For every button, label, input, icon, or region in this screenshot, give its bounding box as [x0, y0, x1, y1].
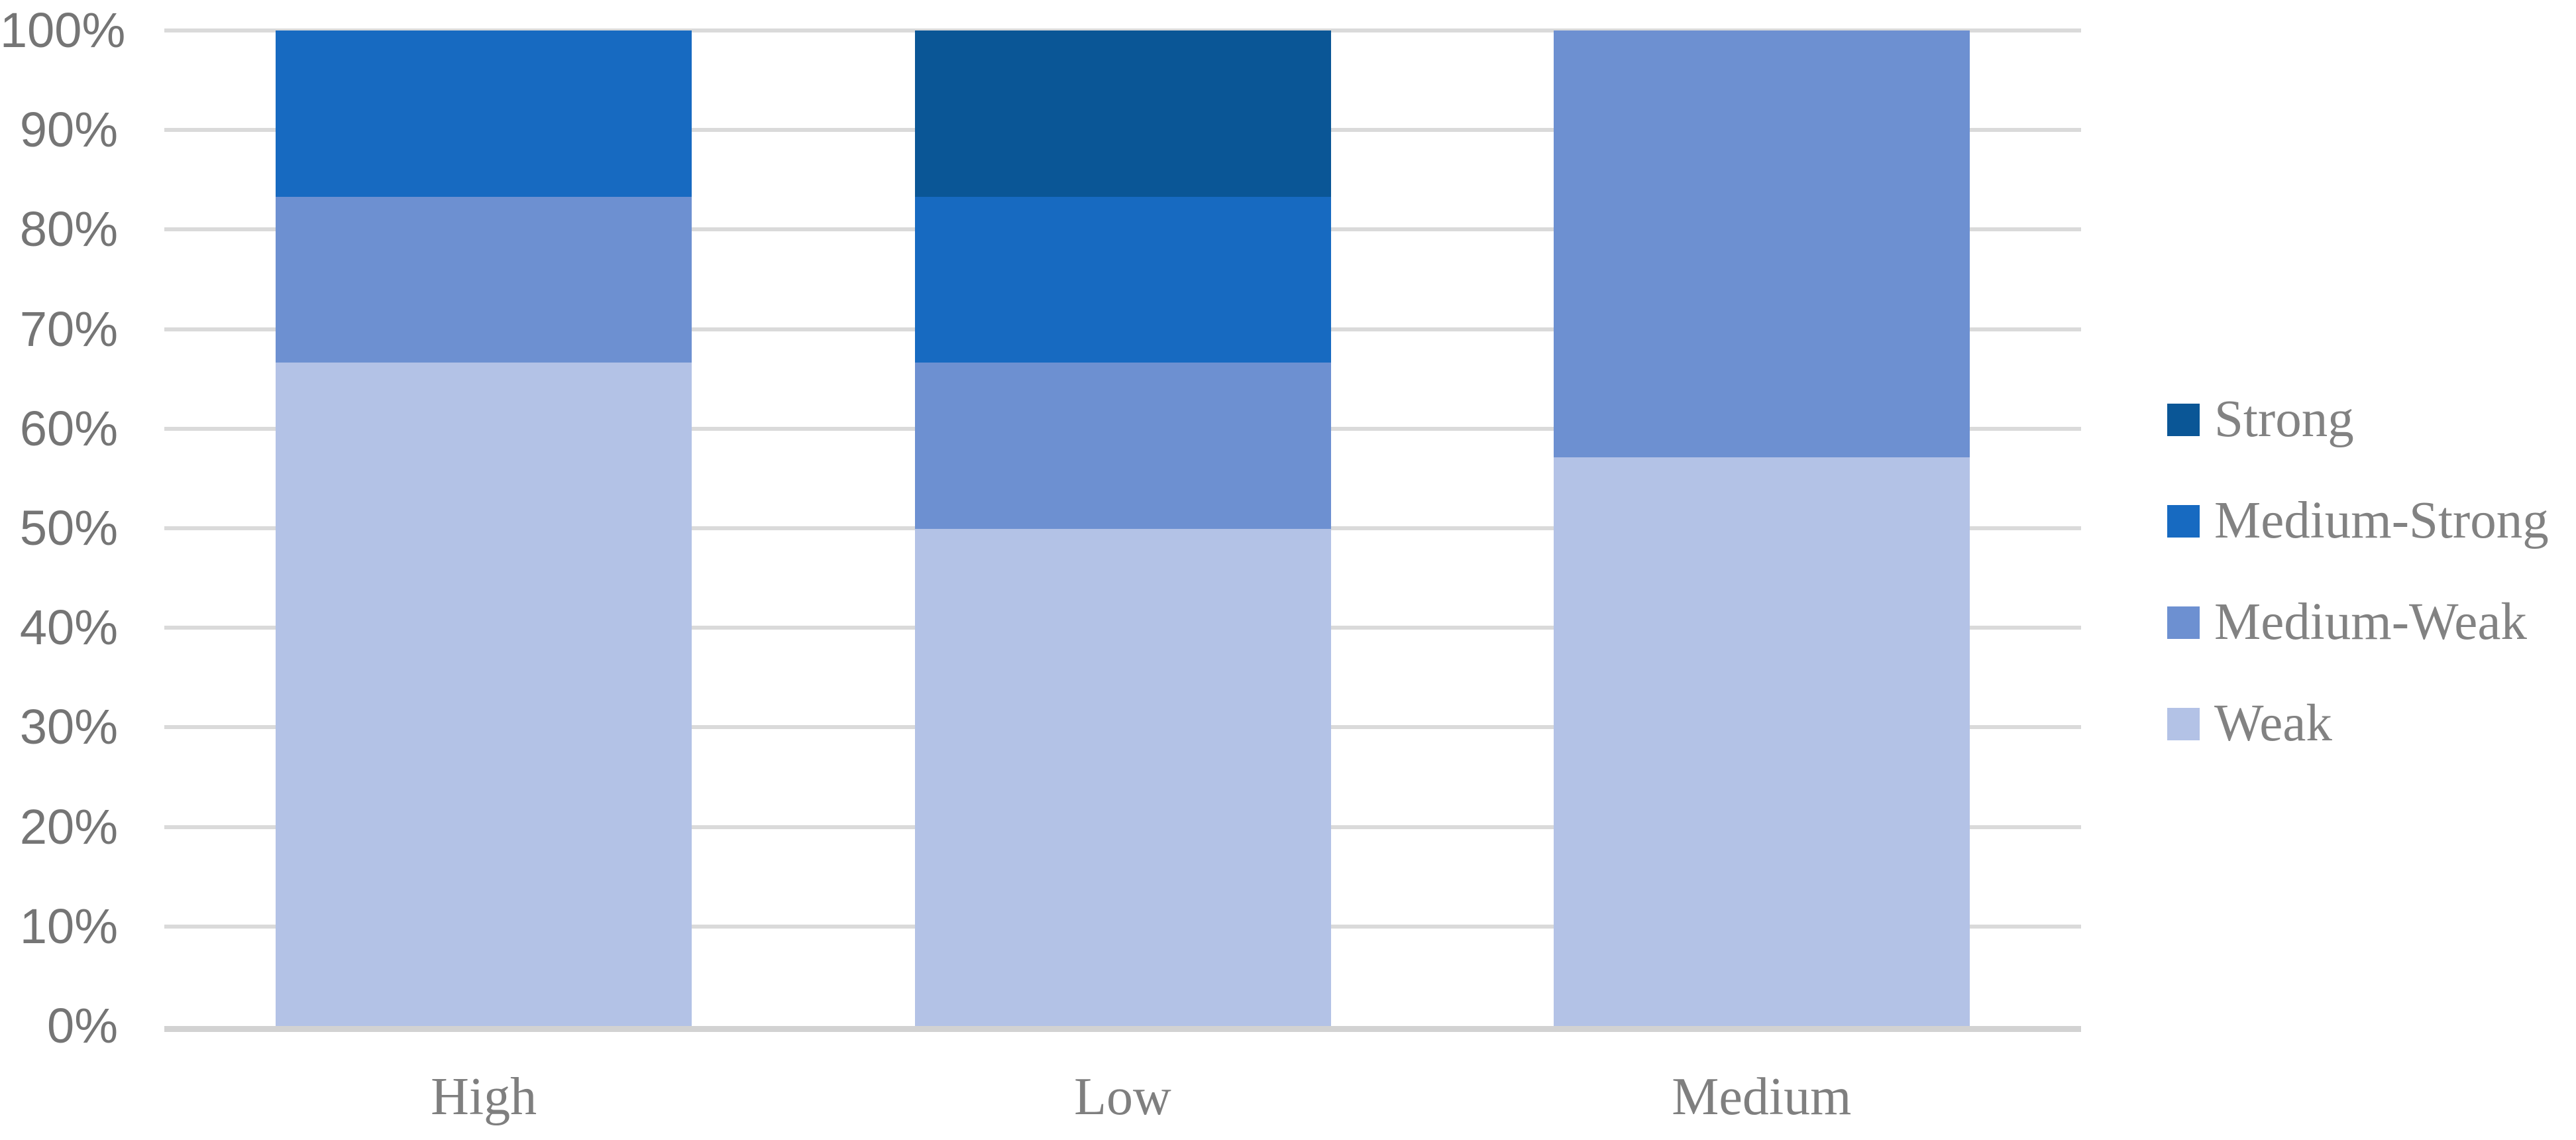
legend: Strong Medium-Strong Medium-Weak Weak [2167, 386, 2549, 757]
legend-item-weak: Weak [2167, 691, 2549, 757]
y-tick-label: 30% [19, 699, 118, 755]
x-category-label-low: Low [1074, 1068, 1171, 1126]
x-axis-line [164, 1026, 2081, 1032]
bar-segment-weak-low [914, 528, 1331, 1026]
y-tick-label: 60% [19, 400, 118, 456]
y-tick-label: 90% [19, 102, 118, 158]
legend-key-swatch-weak [2167, 707, 2200, 740]
y-tick-label: 50% [19, 500, 118, 555]
legend-item-medium-strong: Medium-Strong [2167, 488, 2549, 554]
bar-segment-strong-low [914, 30, 1331, 197]
bar-segment-medium-weak-medium [1553, 30, 1970, 458]
bar-low [914, 30, 1331, 1026]
y-tick-label: 0% [47, 998, 118, 1053]
bar-medium [1553, 30, 1970, 1026]
y-tick-label: 40% [19, 600, 118, 656]
x-category-label-medium: Medium [1672, 1068, 1852, 1126]
y-tick-label: 100% [0, 3, 126, 58]
y-tick-label: 70% [19, 301, 118, 357]
legend-label: Medium-Strong [2214, 492, 2549, 549]
legend-key-swatch-medium-weak [2167, 606, 2200, 639]
legend-key-swatch-medium-strong [2167, 504, 2200, 538]
bar-segment-medium-weak-low [914, 363, 1331, 529]
bar-segment-weak-high [276, 363, 692, 1026]
legend-item-medium-weak: Medium-Weak [2167, 589, 2549, 656]
y-tick-label: 80% [19, 201, 118, 257]
bar-segment-medium-strong-low [914, 196, 1331, 363]
y-tick-label: 10% [19, 898, 118, 954]
legend-item-strong: Strong [2167, 386, 2549, 453]
bar-segment-weak-medium [1553, 457, 1970, 1026]
legend-label: Strong [2214, 390, 2354, 448]
y-tick-label: 20% [19, 799, 118, 854]
bar-segment-medium-strong-high [276, 30, 692, 197]
bar-high [276, 30, 692, 1026]
legend-label: Weak [2214, 695, 2332, 752]
bar-segment-medium-weak-high [276, 196, 692, 363]
x-category-label-high: High [431, 1068, 537, 1126]
legend-label: Medium-Weak [2214, 593, 2527, 651]
plot-area [164, 28, 2081, 1032]
legend-key-swatch-strong [2167, 403, 2200, 436]
